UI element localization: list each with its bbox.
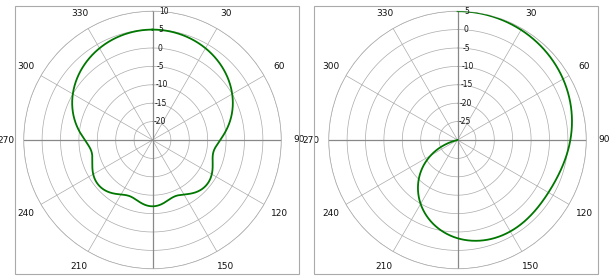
Text: 5: 5 bbox=[464, 7, 469, 16]
Text: -5: -5 bbox=[156, 62, 164, 71]
Text: -5: -5 bbox=[462, 44, 470, 53]
Text: 10: 10 bbox=[159, 7, 169, 16]
Text: -15: -15 bbox=[461, 80, 473, 89]
Text: -10: -10 bbox=[156, 80, 168, 89]
Text: 5: 5 bbox=[158, 25, 163, 34]
Text: -20: -20 bbox=[154, 117, 166, 126]
Text: 0: 0 bbox=[157, 44, 162, 53]
Text: -15: -15 bbox=[154, 99, 167, 108]
Text: 0: 0 bbox=[463, 25, 468, 34]
Text: -25: -25 bbox=[459, 117, 471, 126]
Text: -20: -20 bbox=[459, 99, 472, 108]
Text: -10: -10 bbox=[461, 62, 474, 71]
